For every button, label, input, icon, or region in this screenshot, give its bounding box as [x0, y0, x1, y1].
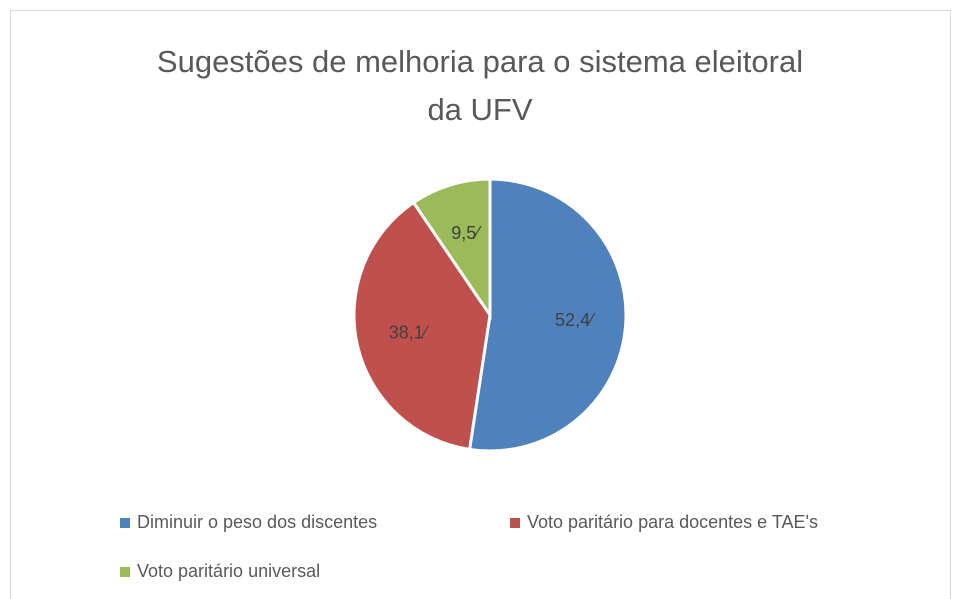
chart-border	[10, 10, 951, 599]
legend-label: Diminuir o peso dos discentes	[137, 512, 377, 532]
legend-swatch	[120, 518, 130, 528]
data-label: 38,1⁄	[389, 322, 430, 342]
legend-label: Voto paritário universal	[137, 561, 320, 581]
legend-swatch	[120, 567, 130, 577]
pie-slice	[352, 200, 492, 452]
chart-title: Sugestões de melhoria para o sistema ele…	[156, 44, 804, 127]
data-label: 52,4⁄	[555, 310, 596, 330]
legend-swatch	[510, 518, 520, 528]
pie-slice	[411, 177, 492, 320]
pie-slice	[467, 177, 628, 453]
legend-label: Voto paritário para docentes e TAE's	[527, 512, 818, 532]
data-label: 9,5⁄	[451, 223, 482, 243]
